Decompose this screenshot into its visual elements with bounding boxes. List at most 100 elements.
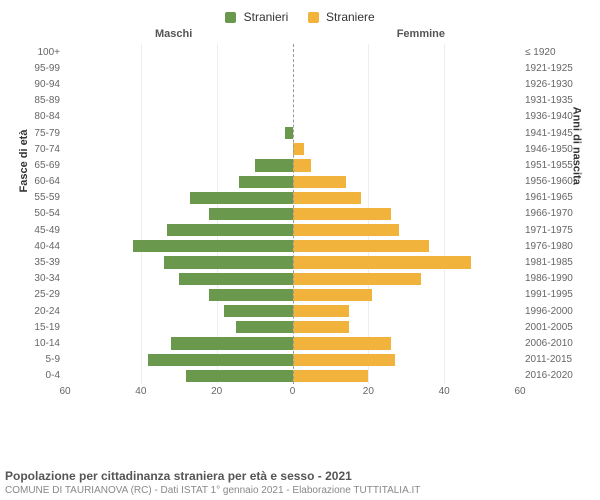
birth-label: 2001-2005 [525,322,580,333]
birth-label: 2011-2015 [525,354,580,365]
bar-female [293,240,430,252]
bar-male [190,192,292,204]
legend-male: Stranieri [225,10,288,24]
half-female [293,206,521,222]
legend-female-label: Straniere [326,10,375,24]
birth-label: 1941-1945 [525,128,580,139]
center-line [293,44,294,384]
half-male [65,254,293,270]
half-male [65,60,293,76]
bar-female [293,143,304,155]
age-label: 100+ [20,47,60,58]
bar-male [255,159,293,171]
half-female [293,93,521,109]
bar-male [171,337,292,349]
age-label: 20-24 [20,306,60,317]
birth-label: 1971-1975 [525,225,580,236]
x-tick: 20 [211,386,222,397]
birth-label: 1981-1985 [525,257,580,268]
half-male [65,287,293,303]
half-male [65,141,293,157]
legend-female-swatch [308,12,319,23]
birth-label: 2016-2020 [525,370,580,381]
birth-label: 1966-1970 [525,208,580,219]
x-tick: 60 [514,386,525,397]
half-female [293,303,521,319]
bar-female [293,289,373,301]
birth-label: 1956-1960 [525,176,580,187]
legend-female: Straniere [308,10,375,24]
legend-male-label: Stranieri [244,10,289,24]
bar-male [236,321,293,333]
bar-female [293,159,312,171]
half-male [65,303,293,319]
population-pyramid-chart: Stranieri Straniere Maschi Femmine Fasce… [0,0,600,500]
half-male [65,157,293,173]
bar-male [285,127,293,139]
bar-male [133,240,292,252]
age-label: 95-99 [20,63,60,74]
birth-label: 1976-1980 [525,241,580,252]
birth-label: ≤ 1920 [525,47,580,58]
bar-male [164,256,293,268]
birth-label: 1986-1990 [525,273,580,284]
bar-female [293,337,392,349]
age-label: 5-9 [20,354,60,365]
bar-female [293,273,422,285]
x-tick: 20 [363,386,374,397]
age-label: 60-64 [20,176,60,187]
birth-label: 1936-1940 [525,111,580,122]
birth-label: 1961-1965 [525,192,580,203]
age-label: 45-49 [20,225,60,236]
half-male [65,319,293,335]
birth-label: 1991-1995 [525,289,580,300]
top-label-female: Femmine [397,28,445,40]
half-male [65,174,293,190]
birth-label: 1931-1935 [525,95,580,106]
bar-female [293,176,346,188]
age-label: 50-54 [20,208,60,219]
bar-female [293,224,399,236]
half-male [65,352,293,368]
half-female [293,174,521,190]
bar-male [179,273,293,285]
bar-female [293,370,369,382]
half-female [293,222,521,238]
half-female [293,319,521,335]
age-label: 75-79 [20,128,60,139]
half-male [65,190,293,206]
bar-female [293,256,471,268]
bar-male [167,224,292,236]
bar-male [239,176,292,188]
half-female [293,157,521,173]
age-label: 25-29 [20,289,60,300]
age-label: 90-94 [20,79,60,90]
bar-female [293,208,392,220]
legend-male-swatch [225,12,236,23]
birth-label: 2006-2010 [525,338,580,349]
half-male [65,109,293,125]
bar-male [209,208,292,220]
half-male [65,125,293,141]
age-label: 85-89 [20,95,60,106]
top-label-male: Maschi [155,28,192,40]
half-female [293,109,521,125]
age-label: 70-74 [20,144,60,155]
age-label: 80-84 [20,111,60,122]
x-axis: 6040200204060 [65,386,520,404]
bar-male [224,305,292,317]
half-female [293,60,521,76]
half-female [293,238,521,254]
bar-male [148,354,292,366]
legend: Stranieri Straniere [5,10,595,24]
half-male [65,93,293,109]
bar-male [209,289,292,301]
half-male [65,368,293,384]
x-tick: 60 [59,386,70,397]
grid-line [141,44,142,384]
half-female [293,141,521,157]
bar-female [293,354,395,366]
age-label: 15-19 [20,322,60,333]
birth-label: 1951-1955 [525,160,580,171]
grid-line [444,44,445,384]
